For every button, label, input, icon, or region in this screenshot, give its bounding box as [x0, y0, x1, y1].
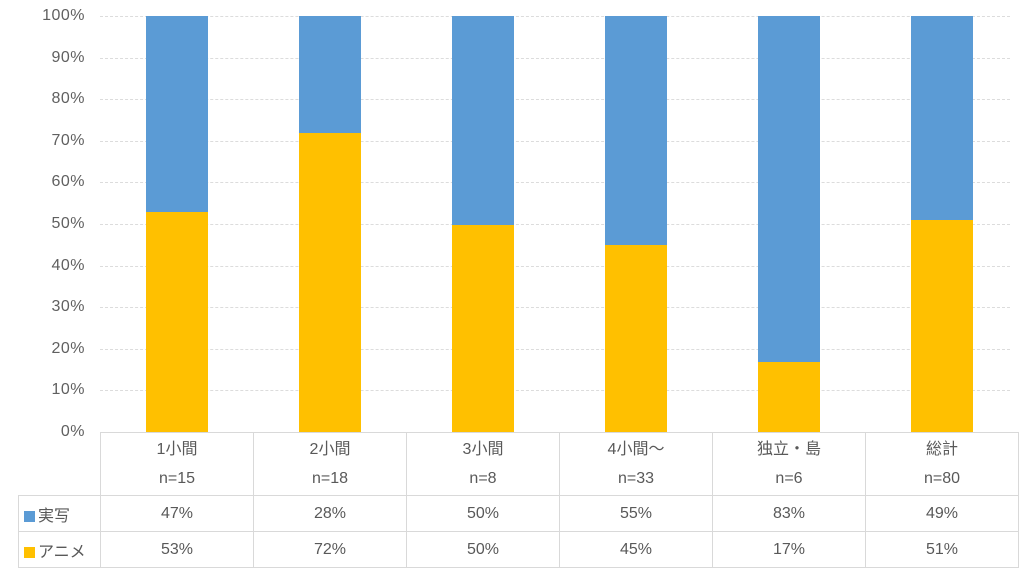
bar-segment	[604, 245, 667, 433]
gridline	[100, 57, 1010, 59]
stacked-bar	[298, 16, 361, 433]
plot-area	[100, 16, 1018, 433]
category-header-cell: 4小間〜 n=33	[559, 432, 713, 496]
category-label: 総計	[925, 441, 958, 458]
category-label: 1小間	[156, 441, 198, 458]
bar-segment	[145, 16, 208, 212]
sample-size-label: n=8	[469, 470, 497, 487]
legend-swatch-icon	[24, 546, 35, 558]
bar-segment	[757, 362, 820, 433]
table-value-row: アニメ 53% 72% 50% 45% 17% 51%	[18, 531, 1019, 568]
value-cell: 55%	[559, 495, 713, 532]
sample-size-label: n=80	[923, 470, 961, 487]
value-cell: 51%	[865, 531, 1019, 568]
value-cell: 28%	[253, 495, 407, 532]
gridline	[100, 265, 1010, 267]
bar-column	[253, 16, 406, 433]
stacked-bar	[145, 16, 208, 433]
y-axis-tick-label: 80%	[51, 90, 85, 108]
gridline	[100, 182, 1010, 184]
value-cell: 45%	[559, 531, 713, 568]
stacked-bar	[451, 16, 514, 433]
table-header-row: 1小間 n=15 2小間 n=18 3小間 n=8 4小間〜 n=33 独立・島 n=6 総計 n=8…	[19, 432, 1019, 496]
bar-column	[559, 16, 712, 433]
y-axis-tick-label: 20%	[51, 339, 85, 357]
bar-segment	[910, 16, 973, 221]
stacked-bar	[604, 16, 667, 433]
bar-segment	[604, 16, 667, 246]
bar-column	[865, 16, 1018, 433]
category-header-cell: 3小間 n=8	[406, 432, 560, 496]
gridline	[100, 224, 1010, 225]
y-axis-tick-label: 10%	[51, 381, 85, 399]
category-header-cell: 1小間 n=15	[100, 432, 254, 496]
legend-swatch-icon	[24, 510, 35, 522]
value-cell: 53%	[100, 531, 254, 568]
bar-column	[406, 16, 559, 433]
value-cell: 50%	[406, 495, 560, 532]
sample-size-label: n=15	[158, 470, 196, 487]
table-value-row: 実写 47% 28% 50% 55% 83% 49%	[18, 495, 1019, 532]
bar-segment	[757, 16, 820, 363]
gridline	[100, 348, 1010, 350]
bar-segment	[451, 224, 514, 433]
bar-segment	[910, 220, 973, 433]
value-cell: 17%	[712, 531, 866, 568]
gridline	[100, 307, 1010, 309]
y-axis-tick-label: 30%	[51, 298, 85, 316]
sample-size-label: n=33	[617, 470, 655, 487]
series-name-label: 実写	[38, 507, 71, 525]
category-label: 2小間	[309, 441, 351, 458]
value-cell: 47%	[100, 495, 254, 532]
category-label: 4小間〜	[607, 441, 665, 458]
bar-segment	[451, 16, 514, 225]
value-cell: 83%	[712, 495, 866, 532]
data-table: 1小間 n=15 2小間 n=18 3小間 n=8 4小間〜 n=33 独立・島 n=6 総計 n=8…	[18, 432, 1019, 568]
value-cell: 72%	[253, 531, 407, 568]
stacked-bar	[910, 16, 973, 433]
series-name-label: アニメ	[38, 543, 86, 561]
sample-size-label: n=6	[775, 470, 803, 487]
y-axis-tick-label: 50%	[51, 215, 85, 232]
bar-segment	[145, 211, 208, 433]
y-axis-tick-label: 40%	[51, 256, 85, 274]
category-header-cell: 総計 n=80	[865, 432, 1019, 496]
bar-segment	[298, 132, 361, 433]
sample-size-label: n=18	[311, 470, 349, 487]
y-axis-tick-label: 60%	[51, 173, 85, 191]
gridline	[100, 99, 1010, 101]
legend-cell: アニメ	[18, 531, 101, 568]
category-label: 3小間	[462, 441, 504, 458]
y-axis: 100% 90% 80% 70% 60% 50% 40% 30% 20% 10% 0%	[0, 7, 85, 440]
stacked-bar	[757, 16, 820, 433]
category-header-cell: 独立・島 n=6	[712, 432, 866, 496]
gridline	[100, 140, 1010, 142]
y-axis-tick-label: 70%	[51, 131, 85, 149]
bar-segment	[298, 16, 361, 133]
bar-column	[712, 16, 865, 433]
value-cell: 49%	[865, 495, 1019, 532]
y-axis-tick-label: 100%	[42, 7, 85, 24]
y-axis-tick-label: 0%	[60, 423, 85, 440]
bar-column	[100, 16, 253, 433]
category-header-cell: 2小間 n=18	[253, 432, 407, 496]
category-label: 独立・島	[756, 441, 821, 458]
gridline	[100, 16, 1010, 17]
legend-cell: 実写	[18, 495, 101, 532]
y-axis-tick-label: 90%	[51, 48, 85, 66]
gridline	[100, 390, 1010, 392]
value-cell: 50%	[406, 531, 560, 568]
table-corner-cell	[19, 433, 101, 496]
